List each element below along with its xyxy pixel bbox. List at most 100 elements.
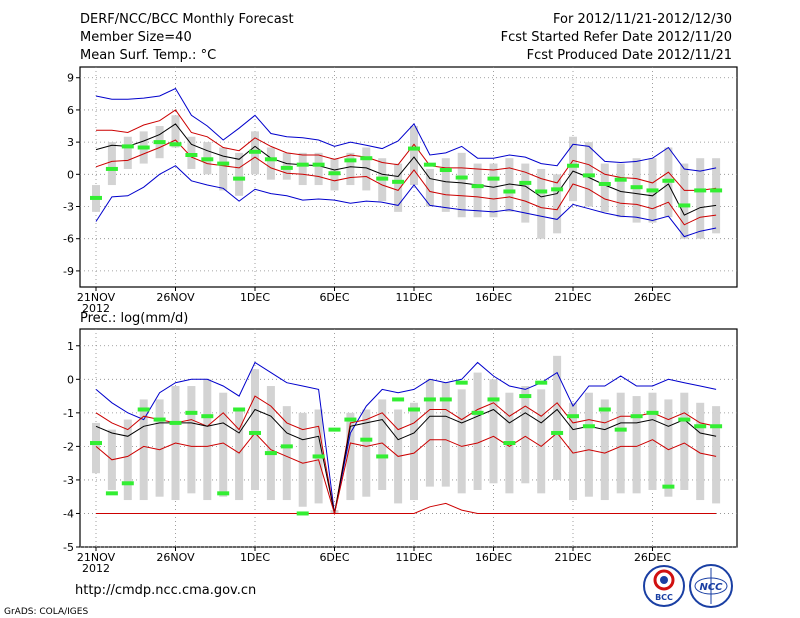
spread-box xyxy=(187,136,196,169)
member-marker xyxy=(630,185,643,190)
member-marker xyxy=(360,156,373,161)
spread-box xyxy=(219,392,228,497)
member-marker xyxy=(169,420,182,425)
spread-box xyxy=(489,379,498,484)
series-line-lower xyxy=(95,139,717,226)
member-marker xyxy=(662,484,675,489)
member-marker xyxy=(328,171,341,176)
member-marker xyxy=(185,410,198,415)
spread-box xyxy=(298,152,307,186)
member-marker xyxy=(217,491,230,496)
series-line-upper xyxy=(96,109,717,191)
x-tick-year-label: 2012 xyxy=(82,302,110,315)
spread-box xyxy=(362,409,371,497)
member-marker xyxy=(217,161,230,166)
y-tick-label: -3 xyxy=(63,474,74,487)
y-tick-label: -2 xyxy=(63,440,74,453)
member-marker xyxy=(582,173,595,178)
spread-box xyxy=(139,399,148,501)
x-tick-label: 6DEC xyxy=(319,291,349,304)
spread-box xyxy=(92,422,100,474)
member-marker xyxy=(582,424,595,429)
y-tick-label: -6 xyxy=(63,233,74,246)
spread-box xyxy=(712,158,721,234)
member-marker xyxy=(296,511,309,516)
spread-box xyxy=(489,163,498,218)
member-marker xyxy=(201,414,214,419)
member-marker xyxy=(519,394,532,399)
spread-box xyxy=(632,158,641,223)
y-tick-label: 0 xyxy=(67,168,74,181)
spread-box xyxy=(155,399,164,497)
x-tick-label: 1DEC xyxy=(240,291,270,304)
spread-box xyxy=(123,136,132,169)
temp-panel-label: Mean Surf. Temp.: °C xyxy=(80,48,216,63)
member-marker xyxy=(233,407,246,412)
spread-box xyxy=(537,168,546,239)
series-line-max xyxy=(95,361,717,514)
member-marker xyxy=(519,180,532,185)
spread-box xyxy=(569,402,577,501)
spread-box xyxy=(616,163,625,218)
spread-box xyxy=(537,389,546,494)
member-marker xyxy=(376,176,389,181)
x-tick-label: 11DEC xyxy=(395,291,432,304)
spread-box xyxy=(521,163,530,223)
member-marker xyxy=(264,451,277,456)
spread-box xyxy=(107,142,116,186)
member-marker xyxy=(280,444,293,449)
spread-box xyxy=(235,409,244,501)
spread-box xyxy=(171,115,180,148)
member-marker xyxy=(551,430,564,435)
spread-box xyxy=(696,402,705,501)
spread-box xyxy=(616,392,625,494)
spread-box xyxy=(298,412,307,507)
spread-box xyxy=(600,399,609,501)
member-marker xyxy=(233,176,246,181)
member-size-label: Member Size=40 xyxy=(80,30,192,45)
member-marker xyxy=(153,140,166,145)
y-tick-label: -1 xyxy=(63,407,74,420)
spread-box xyxy=(410,402,418,501)
series-line-mean xyxy=(95,408,717,514)
x-tick-label: 26DEC xyxy=(634,551,671,564)
spread-box xyxy=(410,126,418,186)
spread-box xyxy=(712,406,721,504)
y-tick-label: 6 xyxy=(67,104,74,117)
x-tick-label: 6DEC xyxy=(319,551,349,564)
member-marker xyxy=(614,177,627,182)
member-marker xyxy=(90,441,102,446)
x-tick-label: 16DEC xyxy=(475,291,512,304)
member-marker xyxy=(439,397,452,402)
member-marker xyxy=(280,165,293,170)
member-marker xyxy=(344,417,357,422)
x-tick-label: 26DEC xyxy=(634,291,671,304)
spread-box xyxy=(346,412,355,501)
spread-box xyxy=(394,163,403,212)
member-marker xyxy=(185,153,198,157)
series-line-mean xyxy=(95,123,717,216)
member-marker xyxy=(614,427,627,432)
spread-box xyxy=(251,369,259,490)
member-marker xyxy=(439,168,452,173)
member-marker xyxy=(598,181,611,186)
member-marker xyxy=(678,203,691,208)
member-marker xyxy=(551,187,564,192)
bcc-logo-text: BCC xyxy=(655,593,673,602)
series-line-upper xyxy=(95,395,717,514)
source-url[interactable]: http://cmdp.ncc.cma.gov.cn xyxy=(75,583,256,598)
member-marker xyxy=(392,397,405,402)
member-marker xyxy=(408,146,420,151)
member-marker xyxy=(646,188,659,193)
member-marker xyxy=(408,407,420,412)
spread-box xyxy=(441,382,450,487)
spread-box xyxy=(282,406,291,501)
x-tick-label: 26NOV xyxy=(156,551,195,564)
member-marker xyxy=(630,414,643,419)
series-line-lower xyxy=(95,432,717,516)
y-tick-label: 0 xyxy=(67,373,74,386)
member-marker xyxy=(423,162,436,167)
spread-box xyxy=(473,163,482,218)
spread-box xyxy=(553,174,562,234)
